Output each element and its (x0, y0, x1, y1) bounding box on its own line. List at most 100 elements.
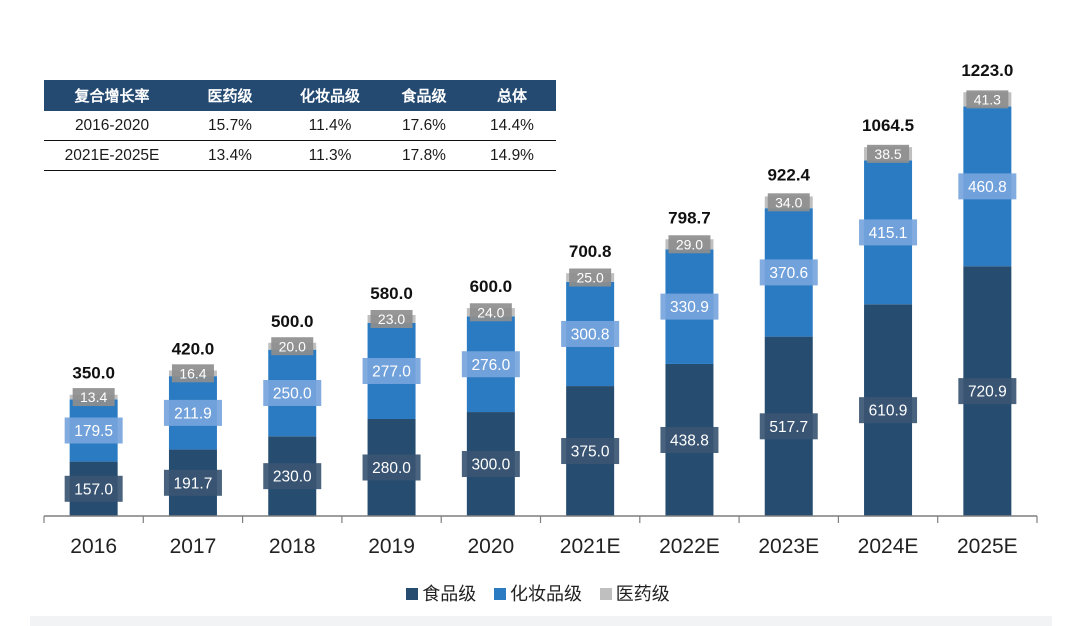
label-box-pharma (767, 193, 810, 212)
label-box-pharma (469, 303, 512, 322)
cagr-header-food: 食品级 (380, 80, 468, 111)
label-box-cosmetic (362, 357, 421, 384)
x-tick-label: 2019 (368, 535, 415, 558)
cagr-cell: 14.4% (468, 111, 556, 141)
data-label-food: 438.8 (670, 433, 709, 450)
legend-item-cosmetic: 化妆品级 (494, 580, 582, 606)
data-label-food: 517.7 (769, 419, 808, 436)
label-box-pharma (171, 364, 214, 383)
x-tick-label: 2022E (659, 535, 720, 558)
cagr-header-label: 复合增长率 (44, 80, 180, 111)
cagr-cell: 13.4% (180, 140, 280, 171)
total-label: 580.0 (370, 284, 413, 303)
label-box-food (561, 438, 620, 465)
cagr-row: 2021E-2025E 13.4% 11.3% 17.8% 14.9% (44, 140, 556, 171)
label-box-food (263, 463, 322, 490)
label-box-food (163, 469, 222, 496)
data-label-pharma: 25.0 (577, 270, 604, 286)
data-label-food: 375.0 (571, 444, 610, 461)
data-label-food: 191.7 (174, 475, 213, 492)
cagr-header-cosmetic: 化妆品级 (280, 80, 380, 111)
legend-swatch-food (406, 588, 419, 600)
x-tick-label: 2020 (467, 535, 514, 558)
x-tick-label: 2016 (70, 535, 117, 558)
legend-label-pharma: 医药级 (615, 584, 670, 605)
data-label-food: 720.9 (968, 384, 1007, 401)
label-box-food (461, 451, 520, 478)
label-box-cosmetic (660, 293, 719, 320)
x-tick-label: 2021E (560, 535, 621, 558)
chart-legend: 食品级 化妆品级 医药级 (0, 580, 1076, 606)
cagr-period: 2021E-2025E (44, 140, 180, 171)
label-box-cosmetic (163, 399, 222, 426)
data-label-cosmetic: 330.9 (670, 299, 709, 316)
data-label-pharma: 38.5 (874, 146, 901, 162)
legend-label-cosmetic: 化妆品级 (510, 584, 582, 605)
label-box-pharma (569, 268, 612, 287)
cagr-cell: 17.8% (380, 140, 468, 171)
data-label-cosmetic: 179.5 (74, 423, 113, 440)
label-box-food (362, 454, 421, 481)
total-label: 600.0 (470, 277, 513, 296)
legend-swatch-pharma (599, 588, 612, 600)
data-label-pharma: 20.0 (279, 338, 306, 354)
label-box-pharma (867, 144, 910, 163)
data-label-pharma: 34.0 (775, 194, 802, 210)
data-label-cosmetic: 211.9 (174, 405, 212, 422)
data-label-pharma: 16.4 (179, 365, 206, 381)
label-box-cosmetic (64, 417, 123, 444)
label-box-food (660, 426, 719, 453)
legend-label-food: 食品级 (422, 584, 477, 605)
total-label: 922.4 (767, 165, 810, 184)
legend-item-pharma: 医药级 (599, 580, 670, 606)
x-tick-label: 2025E (957, 535, 1018, 558)
cagr-cell: 17.6% (380, 111, 468, 141)
cagr-cell: 14.9% (468, 140, 556, 171)
total-label: 1223.0 (961, 61, 1013, 80)
label-box-cosmetic (461, 351, 520, 378)
legend-swatch-cosmetic (494, 588, 506, 600)
label-box-cosmetic (561, 320, 620, 347)
cagr-period: 2016-2020 (44, 111, 180, 141)
cagr-cell: 11.3% (280, 140, 380, 171)
label-box-pharma (668, 235, 711, 254)
x-tick-label: 2018 (269, 535, 316, 558)
data-label-food: 230.0 (273, 469, 312, 486)
data-label-cosmetic: 300.8 (571, 327, 610, 344)
total-label: 798.7 (668, 208, 711, 227)
cagr-row: 2016-2020 15.7% 11.4% 17.6% 14.4% (44, 111, 556, 141)
data-label-food: 157.0 (74, 481, 113, 498)
data-label-pharma: 41.3 (974, 91, 1001, 107)
data-label-cosmetic: 370.6 (769, 265, 808, 282)
cagr-table: 复合增长率 医药级 化妆品级 食品级 总体 2016-2020 15.7% 11… (44, 80, 556, 171)
label-box-pharma (966, 90, 1009, 109)
total-label: 420.0 (172, 339, 215, 358)
label-box-pharma (370, 310, 413, 329)
data-label-food: 610.9 (869, 403, 908, 420)
total-label: 500.0 (271, 312, 314, 331)
label-box-pharma (72, 388, 115, 407)
cagr-table-header-row: 复合增长率 医药级 化妆品级 食品级 总体 (44, 80, 556, 111)
data-label-pharma: 23.0 (378, 311, 405, 327)
data-label-cosmetic: 276.0 (471, 357, 510, 374)
data-label-pharma: 24.0 (477, 304, 504, 320)
legend-item-food: 食品级 (406, 580, 476, 606)
data-label-cosmetic: 415.1 (869, 225, 908, 242)
label-box-food (859, 397, 918, 424)
data-label-food: 280.0 (372, 460, 411, 477)
data-label-cosmetic: 250.0 (273, 386, 312, 403)
label-box-cosmetic (263, 379, 322, 406)
label-box-food (759, 413, 818, 440)
data-label-food: 300.0 (471, 457, 510, 474)
cagr-cell: 15.7% (180, 111, 280, 141)
data-label-pharma: 29.0 (676, 236, 703, 252)
data-label-cosmetic: 277.0 (372, 364, 411, 381)
cagr-header-pharma: 医药级 (180, 80, 280, 111)
label-box-cosmetic (759, 259, 818, 286)
total-label: 350.0 (72, 364, 115, 383)
x-tick-label: 2024E (858, 535, 919, 558)
x-tick-label: 2017 (170, 535, 217, 558)
total-label: 700.8 (569, 242, 612, 261)
cagr-cell: 11.4% (280, 111, 380, 141)
